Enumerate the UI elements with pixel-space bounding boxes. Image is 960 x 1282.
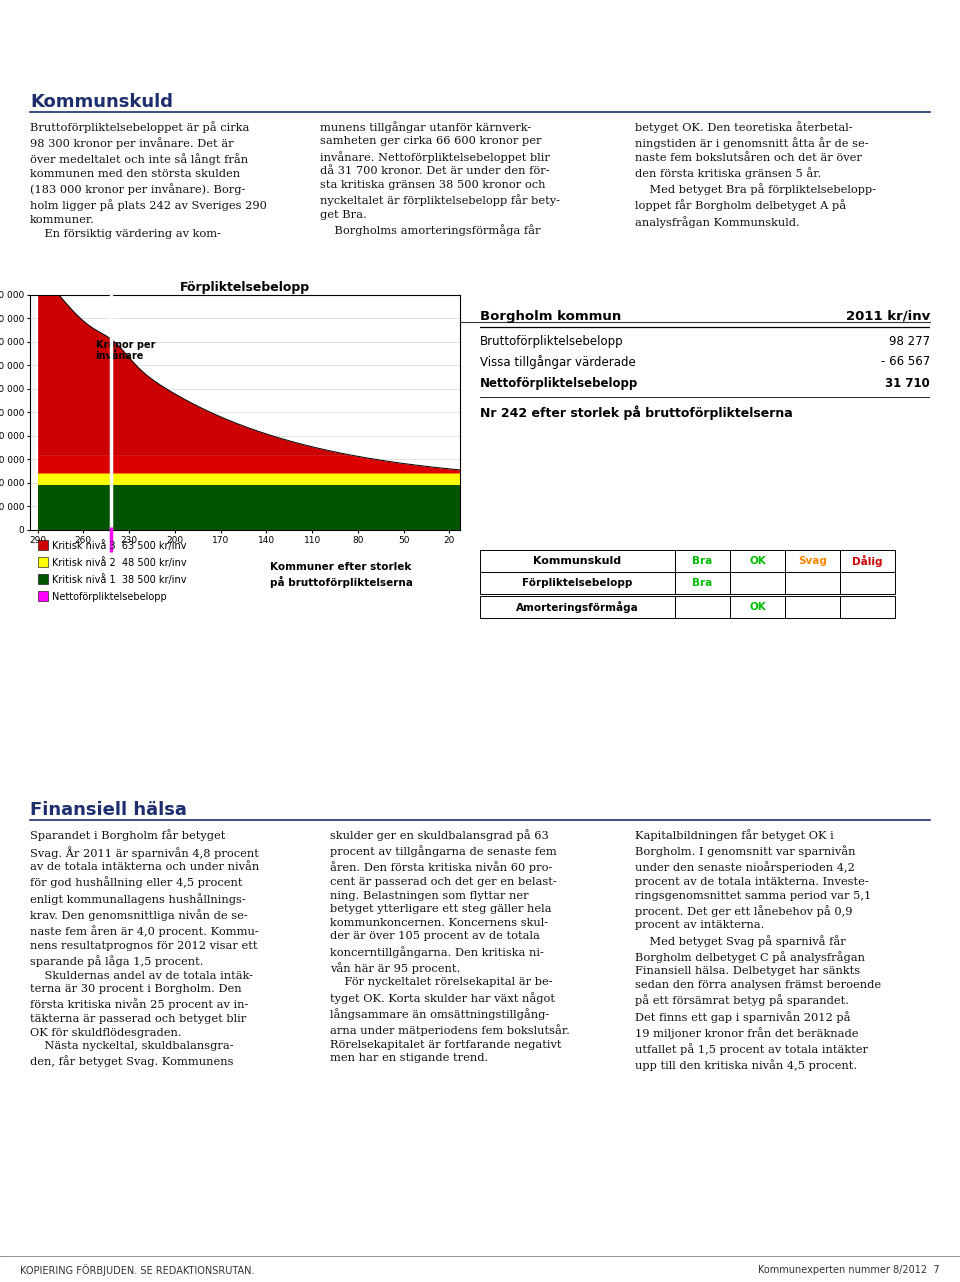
Bar <box>785 572 840 594</box>
Bar <box>480 596 675 618</box>
Bar <box>38 540 48 550</box>
Bar <box>480 550 675 572</box>
Text: Nettoförpliktelsebelopp: Nettoförpliktelsebelopp <box>480 377 638 390</box>
Text: Vissa tillgångar värderade: Vissa tillgångar värderade <box>480 355 636 369</box>
Text: Bra: Bra <box>692 578 712 588</box>
Title: Förpliktelsebelopp: Förpliktelsebelopp <box>180 281 310 294</box>
Bar <box>785 550 840 572</box>
Bar <box>38 591 48 601</box>
Bar <box>840 596 895 618</box>
Text: Kapitalbildningen får betyget OK i
Borgholm. I genomsnitt var sparnivån
under de: Kapitalbildningen får betyget OK i Borgh… <box>635 829 881 1072</box>
Bar <box>840 550 895 572</box>
Text: 31 710: 31 710 <box>885 377 930 390</box>
Bar <box>675 596 730 618</box>
Text: Kritisk nivå 2  48 500 kr/inv: Kritisk nivå 2 48 500 kr/inv <box>52 558 186 568</box>
Text: Borgholm kommun: Borgholm kommun <box>480 310 621 323</box>
Text: Kommunskuld: Kommunskuld <box>30 94 173 112</box>
Bar <box>730 550 785 572</box>
Bar <box>675 550 730 572</box>
Text: 98 277: 98 277 <box>889 335 930 347</box>
Bar <box>730 572 785 594</box>
Text: Borgholm: Borgholm <box>839 10 936 28</box>
Text: munens tillgångar utanför kärnverk-
samheten ger cirka 66 600 kronor per
invånar: munens tillgångar utanför kärnverk- samh… <box>320 121 560 236</box>
Text: skulder ger en skuldbalansgrad på 63
procent av tillgångarna de senaste fem
åren: skulder ger en skuldbalansgrad på 63 pro… <box>330 829 570 1063</box>
Text: Nr 242 efter storlek på bruttoförpliktelserna: Nr 242 efter storlek på bruttoförpliktel… <box>480 405 793 419</box>
Text: Förpliktelsebelopp: Förpliktelsebelopp <box>522 578 633 588</box>
Text: Bruttoförpliktelsebeloppet är på cirka
98 300 kronor per invånare. Det är
över m: Bruttoförpliktelsebeloppet är på cirka 9… <box>30 121 267 238</box>
Bar <box>840 572 895 594</box>
Text: Bra: Bra <box>692 556 712 565</box>
Bar <box>38 556 48 567</box>
Text: Nettoförpliktelsebelopp: Nettoförpliktelsebelopp <box>52 592 167 603</box>
Bar <box>675 572 730 594</box>
Text: Kommunskuld: Kommunskuld <box>534 556 621 565</box>
Text: - 66 567: - 66 567 <box>880 355 930 368</box>
Text: Kommuner efter storlek
på bruttoförpliktelserna: Kommuner efter storlek på bruttoförplikt… <box>270 562 413 588</box>
Text: OK: OK <box>749 603 766 612</box>
Bar <box>480 572 675 594</box>
Bar <box>38 574 48 585</box>
Bar <box>785 596 840 618</box>
Text: betyget OK. Den teoretiska återbetal-
ningstiden är i genomsnitt åtta år de se-
: betyget OK. Den teoretiska återbetal- ni… <box>635 121 876 228</box>
Text: Svag: Svag <box>798 556 827 565</box>
Text: Kommunskuld: Kommunskuld <box>30 308 136 320</box>
Text: Kronor per
invånare: Kronor per invånare <box>96 340 156 362</box>
Text: 2011 kr/inv: 2011 kr/inv <box>846 310 930 323</box>
Text: Kommunexperten nummer 8/2012  7: Kommunexperten nummer 8/2012 7 <box>758 1265 940 1276</box>
Text: Kritisk nivå 1  38 500 kr/inv: Kritisk nivå 1 38 500 kr/inv <box>52 574 186 586</box>
Text: Finansiell hälsa: Finansiell hälsa <box>30 801 187 819</box>
Text: Dålig: Dålig <box>852 555 883 567</box>
Text: Kritisk nivå 3  63 500 kr/inv: Kritisk nivå 3 63 500 kr/inv <box>52 541 186 551</box>
Text: Sparandet i Borgholm får betyget
Svag. År 2011 är sparnivån 4,8 procent
av de to: Sparandet i Borgholm får betyget Svag. Å… <box>30 829 259 1068</box>
Text: KOPIERING FÖRBJUDEN. SE REDAKTIONSRUTAN.: KOPIERING FÖRBJUDEN. SE REDAKTIONSRUTAN. <box>20 1264 254 1276</box>
Bar <box>730 596 785 618</box>
Text: Amorteringsförmåga: Amorteringsförmåga <box>516 601 638 613</box>
Text: Bruttoförpliktelsebelopp: Bruttoförpliktelsebelopp <box>480 335 624 347</box>
Text: OK: OK <box>749 556 766 565</box>
